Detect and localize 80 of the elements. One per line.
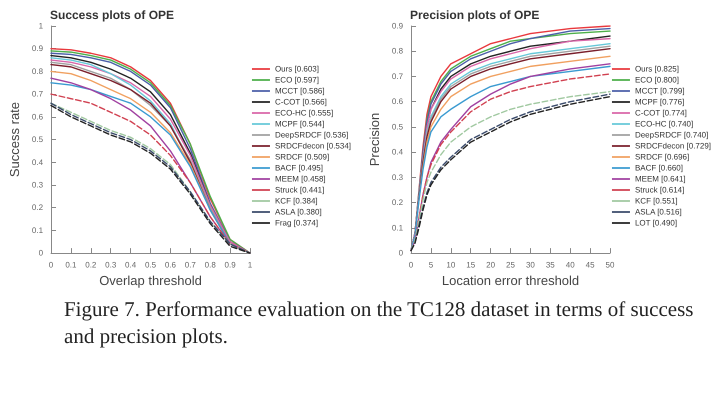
y-axis-title: Precision	[367, 112, 382, 166]
legend-label: ECO-HC [0.555]	[274, 108, 334, 118]
y-tick-label: 0.4	[392, 148, 404, 157]
y-tick-label: 0.9	[392, 22, 404, 30]
x-tick-label: 25	[506, 260, 516, 270]
y-axis-title: Success rate	[7, 102, 22, 178]
x-tick-label: 0.8	[204, 260, 216, 270]
legend-label: BACF [0.660]	[634, 164, 683, 172]
legend-label: ASLA [0.380]	[274, 208, 322, 216]
legend-label: SRDCF [0.509]	[274, 152, 330, 162]
legend-label: SRDCF [0.696]	[634, 152, 690, 162]
x-tick-label: 0.4	[125, 260, 137, 270]
x-tick-label: 40	[566, 260, 576, 270]
x-tick-label: 5	[428, 260, 434, 270]
y-tick-label: 0.8	[392, 46, 404, 56]
legend-label: ECO [0.800]	[634, 76, 679, 84]
legend-label: MCPF [0.776]	[634, 98, 684, 106]
legend-label: Ours [0.603]	[274, 64, 319, 74]
caption: Figure 7. Performance evaluation on the TC128 dataset in terms of success and precision plots.	[63, 296, 694, 350]
x-axis-title: Location error threshold	[442, 273, 580, 288]
y-tick-label: 0.3	[32, 180, 44, 190]
y-tick-label: 0.3	[392, 172, 404, 182]
legend-label: SRDCFdecon [0.534]	[274, 142, 352, 150]
x-tick-label: 0.7	[184, 260, 196, 270]
y-tick-label: 0	[398, 248, 404, 258]
x-tick-label: 0.3	[105, 260, 117, 270]
legend-label: ECO [0.597]	[274, 76, 319, 84]
legend-label: Ours [0.825]	[634, 64, 679, 74]
y-tick-label: 0.2	[32, 203, 44, 212]
x-tick-label: 45	[586, 260, 596, 270]
legend-label: SRDCFdecon [0.729]	[634, 142, 712, 150]
x-tick-label: 0.1	[65, 260, 78, 270]
legend-label: MCCT [0.799]	[634, 86, 685, 96]
x-tick-label: 0	[48, 260, 54, 270]
legend-label: KCF [0.551]	[634, 196, 678, 206]
y-tick-label: 0.7	[392, 72, 404, 81]
y-tick-label: 0.2	[392, 198, 404, 208]
x-tick-label: 0.9	[224, 260, 236, 270]
x-tick-label: 0.6	[164, 260, 177, 270]
legend-label: LOT [0.490]	[634, 218, 678, 228]
legend-label: MCCT [0.586]	[274, 86, 325, 96]
legend-label: MEEM [0.641]	[634, 174, 686, 184]
legend-label: MEEM [0.458]	[274, 174, 326, 184]
y-tick-label: 0.1	[32, 226, 44, 235]
x-tick-label: 50	[606, 260, 615, 270]
x-tick-label: 0.5	[144, 260, 157, 270]
y-tick-label: 0.1	[392, 223, 404, 232]
x-tick-label: 0.2	[85, 260, 97, 270]
legend-label: Frag [0.374]	[274, 218, 318, 228]
y-tick-label: 0.8	[32, 66, 44, 76]
legend-label: C-COT [0.774]	[634, 108, 687, 118]
x-tick-label: 30	[526, 260, 536, 270]
x-tick-label: 1	[248, 260, 253, 270]
y-tick-label: 0.4	[32, 158, 44, 167]
chart-title: Precision plots of OPE	[410, 8, 540, 22]
x-axis-title: Overlap threshold	[99, 273, 202, 288]
x-tick-label: 20	[486, 260, 496, 270]
legend-label: ASLA [0.516]	[634, 208, 682, 216]
legend-label: BACF [0.495]	[274, 164, 323, 172]
legend-label: DeepSRDCF [0.740]	[634, 130, 708, 140]
x-tick-label: 35	[546, 260, 556, 270]
legend-label: MCPF [0.544]	[274, 120, 324, 128]
legend-label: KCF [0.384]	[274, 196, 318, 206]
y-tick-label: 0.6	[392, 97, 404, 106]
y-tick-label: 0.7	[32, 90, 44, 99]
x-tick-label: 10	[446, 260, 456, 270]
y-tick-label: 0.5	[392, 122, 404, 132]
x-tick-label: 15	[466, 260, 476, 270]
y-tick-label: 1	[38, 22, 44, 30]
y-tick-label: 0	[38, 248, 44, 258]
legend-label: Struck [0.614]	[634, 186, 684, 194]
legend-label: C-COT [0.566]	[274, 98, 327, 106]
y-tick-label: 0.9	[32, 44, 44, 54]
legend-label: ECO-HC [0.740]	[634, 120, 694, 128]
y-tick-label: 0.6	[32, 112, 44, 122]
legend-label: DeepSRDCF [0.536]	[274, 130, 348, 140]
legend-label: Struck [0.441]	[274, 186, 324, 194]
y-tick-label: 0.5	[32, 135, 44, 144]
chart-title: Success plots of OPE	[50, 8, 174, 22]
x-tick-label: 0	[408, 260, 414, 270]
